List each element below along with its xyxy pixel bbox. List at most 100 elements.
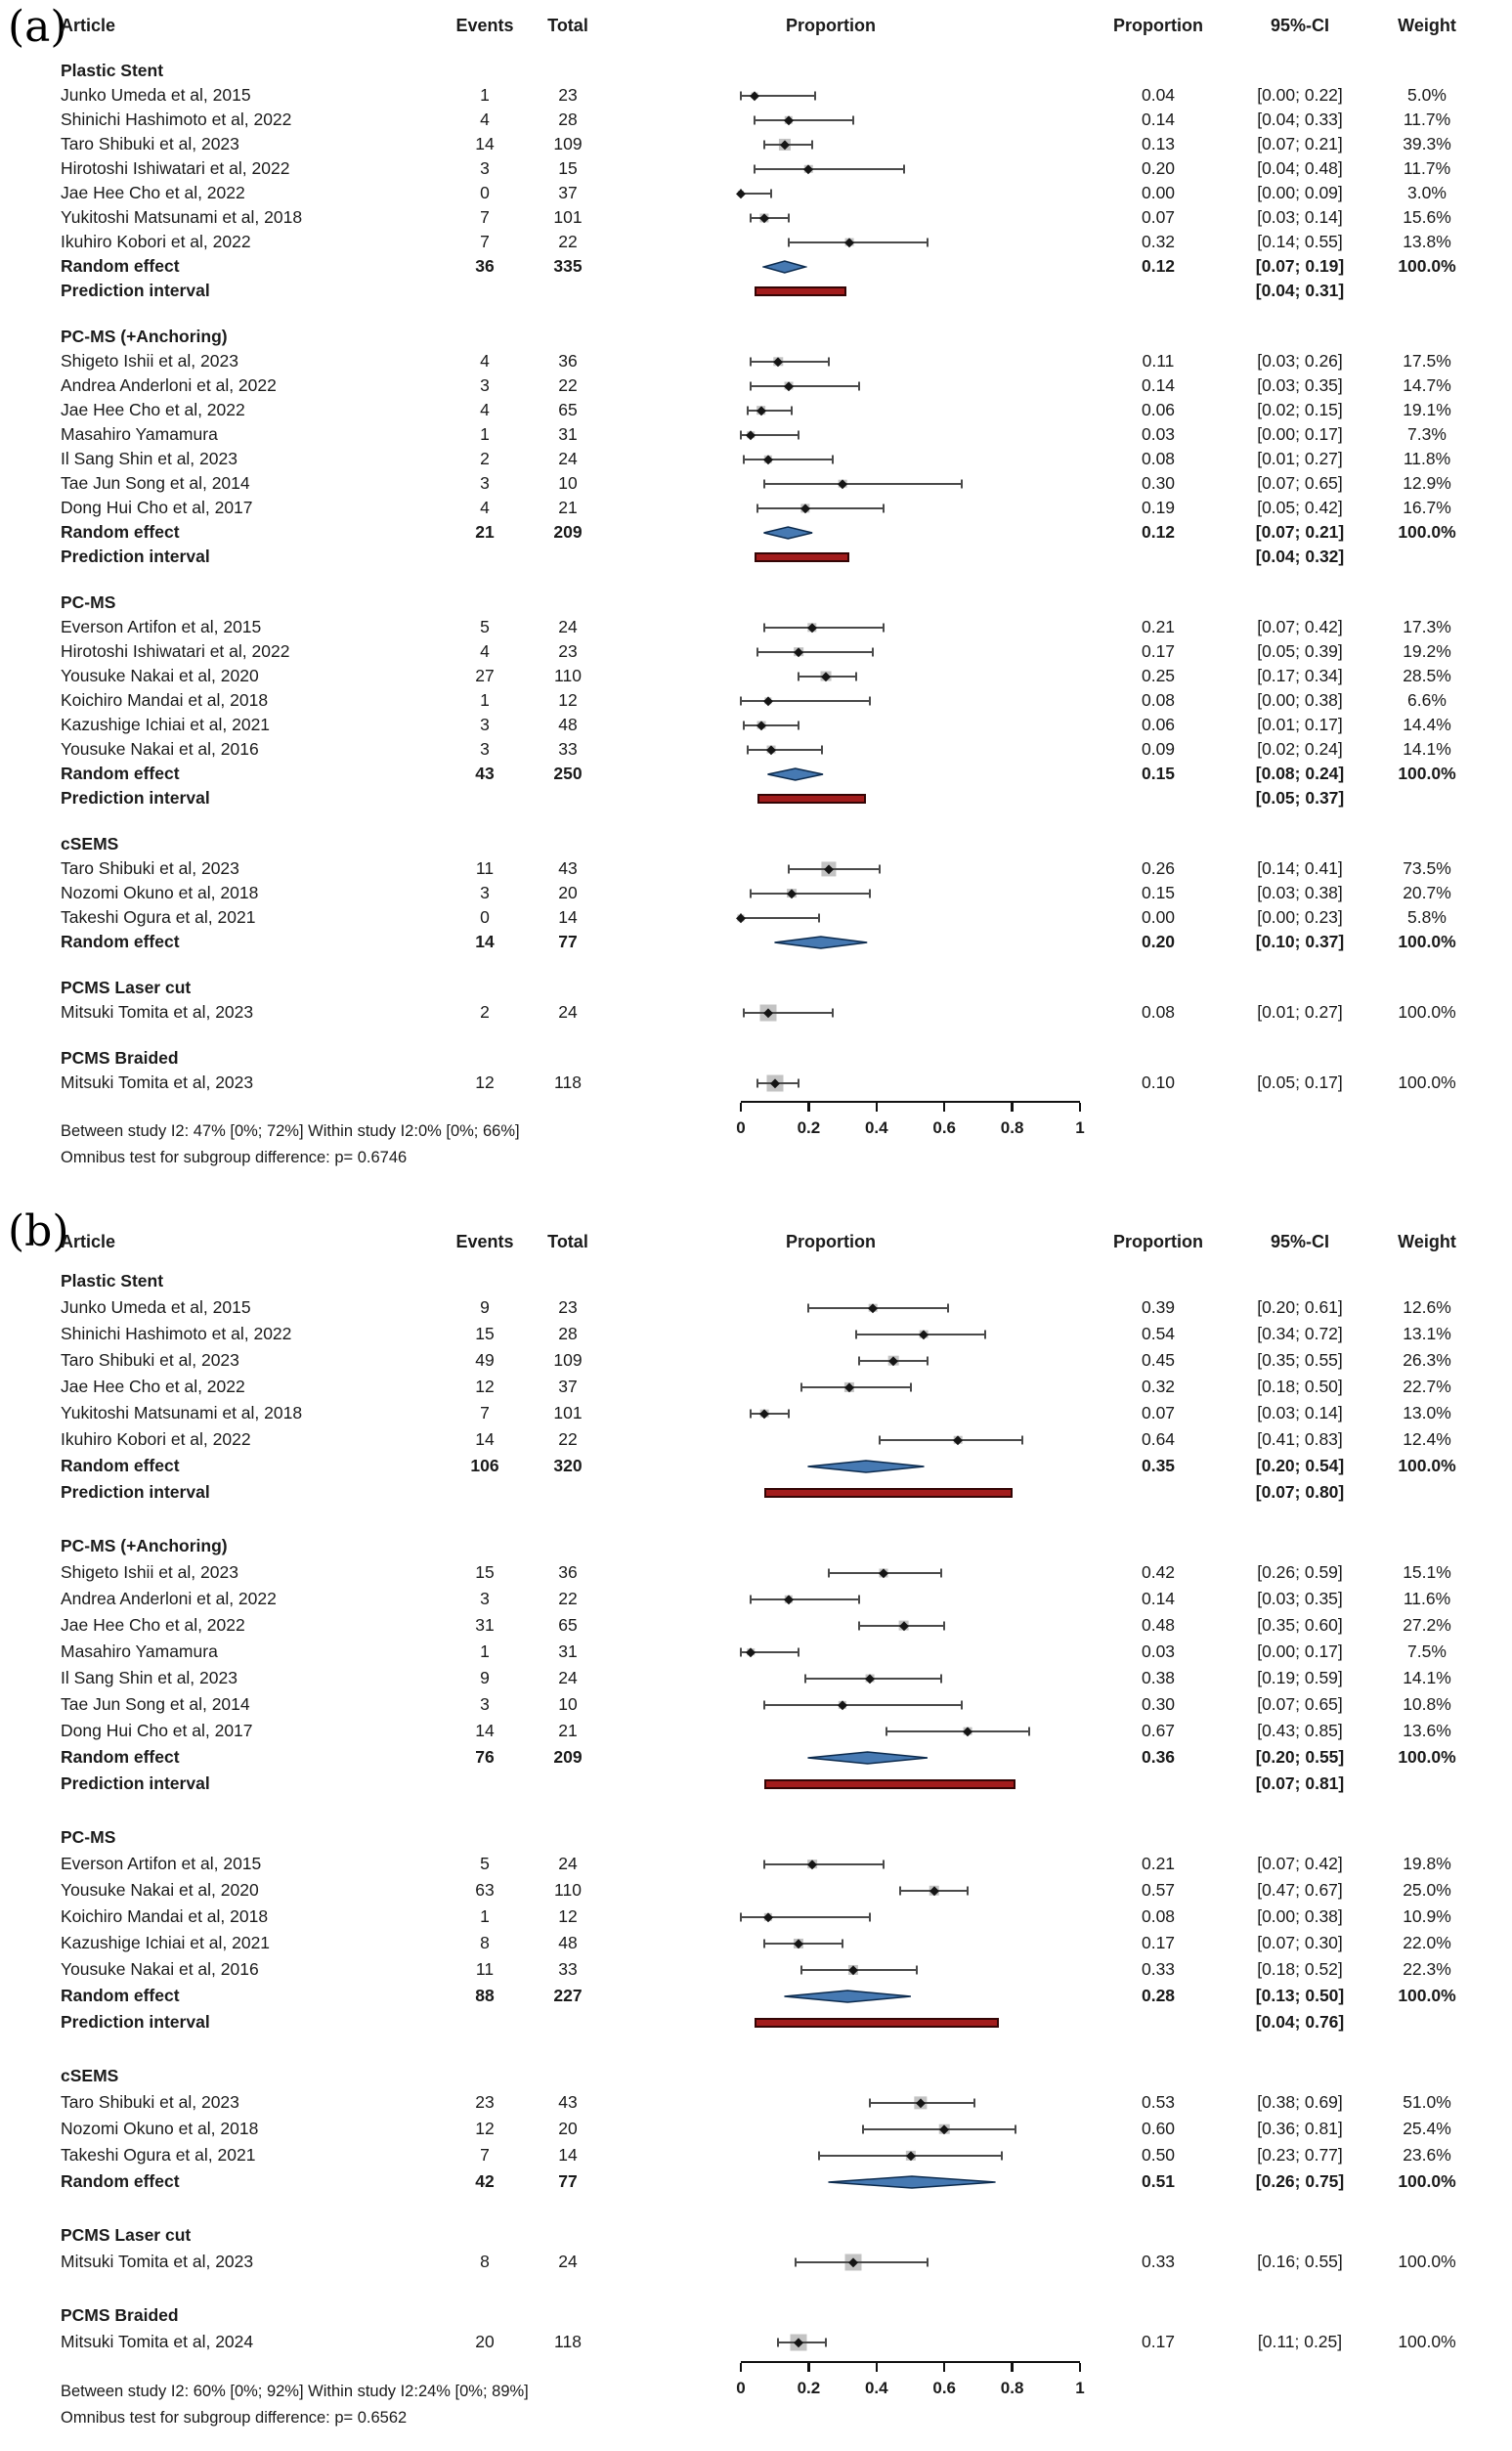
weight-value: 7.5% <box>1407 1641 1447 1661</box>
ci-value: [0.05; 0.42] <box>1257 497 1343 517</box>
study-row: Everson Artifon et al, 2015 5 24 0.21 [0.07;… <box>0 1851 1512 1877</box>
ci-plot <box>741 1691 1080 1718</box>
proportion-value: 0.35 <box>1141 1455 1176 1475</box>
study-row: Andrea Anderloni et al, 2022 3 22 0.14 [0.03… <box>0 373 1512 398</box>
ci-value: [0.00; 0.38] <box>1257 1905 1343 1926</box>
ci-endcap <box>899 1886 902 1895</box>
group-title-row: PCMS Laser cut <box>0 2222 1512 2249</box>
row-article-label: Random effect <box>61 1985 180 2005</box>
study-row: Hirotoshi Ishiwatari et al, 2022 3 15 0.20 [… <box>0 156 1512 181</box>
study-row: Shinichi Hashimoto et al, 2022 15 28 0.54 [0… <box>0 1321 1512 1347</box>
ci-value: [0.16; 0.55] <box>1257 2251 1343 2271</box>
study-row: Junko Umeda et al, 2015 9 23 0.39 [0.20; 0.6… <box>0 1294 1512 1321</box>
weight-value: 28.5% <box>1403 665 1451 685</box>
ci-endcap <box>803 1674 806 1683</box>
ci-endcap <box>750 1409 753 1418</box>
row-article-label: Kazushige Ichiai et al, 2021 <box>61 1932 271 1952</box>
ci-endcap <box>943 1621 946 1630</box>
weight-value: 100.0% <box>1398 763 1456 783</box>
total-value: 209 <box>553 521 583 542</box>
proportion-value: 0.08 <box>1141 448 1176 468</box>
ci-endcap <box>750 889 753 897</box>
ci-line <box>747 409 793 412</box>
proportion-value: 0.03 <box>1141 423 1176 444</box>
panel-a: (a) Article Events Total Proportion Prop… <box>0 0 1512 1201</box>
ci-line <box>862 2127 1016 2130</box>
total-value: 110 <box>554 665 582 685</box>
ci-plot <box>741 1612 1080 1639</box>
axis-tick <box>1011 2363 1014 2372</box>
row-article-label: Junko Umeda et al, 2015 <box>61 84 251 105</box>
ci-line <box>808 1306 948 1309</box>
ci-plot <box>741 713 1080 737</box>
ci-plot <box>741 2249 1080 2275</box>
row-article-label: Taro Shibuki et al, 2023 <box>61 2091 239 2112</box>
x-axis: 0 0.2 0.4 0.6 0.8 1 <box>736 2361 1085 2397</box>
ci-value: [0.01; 0.17] <box>1257 714 1343 734</box>
summary-row: Random effect 43 250 0.15 [0.08; 0.24] 100.0% <box>0 762 1512 786</box>
row-article-label: Mitsuki Tomita et al, 2023 <box>61 2251 254 2271</box>
ci-endcap <box>787 1409 790 1418</box>
ci-plot <box>741 108 1080 132</box>
summary-diamond <box>763 525 813 540</box>
ci-value: [0.05; 0.39] <box>1257 640 1343 661</box>
weight-value: 19.2% <box>1403 640 1451 661</box>
ci-value: [0.26; 0.59] <box>1257 1561 1343 1582</box>
row-article-label: Ikuhiro Kobori et al, 2022 <box>61 1428 251 1449</box>
ci-value: [0.20; 0.61] <box>1257 1296 1343 1317</box>
ci-value: [0.07; 0.80] <box>1255 1481 1345 1502</box>
proportion-value: 0.00 <box>1141 906 1176 927</box>
total-value: 36 <box>558 1561 578 1582</box>
ci-value: [0.01; 0.27] <box>1257 1001 1343 1022</box>
events-value: 3 <box>480 882 490 902</box>
header-proportion-plot: Proportion <box>786 1231 876 1251</box>
events-value: 15 <box>475 1561 495 1582</box>
ci-plot <box>741 132 1080 156</box>
total-value: 24 <box>558 1853 578 1873</box>
total-value: 77 <box>558 931 578 951</box>
proportion-value: 0.51 <box>1141 2170 1176 2191</box>
ci-endcap <box>750 357 753 366</box>
ci-value: [0.07; 0.19] <box>1255 255 1345 276</box>
weight-value: 19.1% <box>1403 399 1451 419</box>
summary-row: Random effect 14 77 0.20 [0.10; 0.37] 100.0% <box>0 930 1512 954</box>
row-article-label: Yousuke Nakai et al, 2016 <box>61 738 259 759</box>
row-article-label: Prediction interval <box>61 2011 210 2032</box>
ci-plot <box>741 1718 1080 1744</box>
panel-a-footnotes: Between study I2: 47% [0%; 72%] Within s… <box>61 1118 520 1171</box>
ci-plot <box>741 230 1080 254</box>
group-spacer <box>0 569 1512 591</box>
ci-value: [0.13; 0.50] <box>1255 1985 1345 2005</box>
row-article-label: Yukitoshi Matsunami et al, 2018 <box>61 1402 303 1422</box>
ci-plot <box>741 1321 1080 1347</box>
total-value: 24 <box>558 1667 578 1687</box>
row-article-label: Hirotoshi Ishiwatari et al, 2022 <box>61 640 290 661</box>
study-row: Yousuke Nakai et al, 2020 63 110 0.57 [0.47;… <box>0 1877 1512 1904</box>
ci-line <box>795 2260 928 2263</box>
study-row: Kazushige Ichiai et al, 2021 8 48 0.17 [0.07… <box>0 1930 1512 1956</box>
header-weight: Weight <box>1398 15 1456 35</box>
study-row: Yousuke Nakai et al, 2020 27 110 0.25 [0.17;… <box>0 664 1512 688</box>
weight-value: 7.3% <box>1407 423 1447 444</box>
events-value: 20 <box>475 2331 495 2351</box>
weight-value: 10.9% <box>1403 1905 1451 1926</box>
weight-value: 100.0% <box>1398 1455 1456 1475</box>
ci-endcap <box>828 357 831 366</box>
total-value: 118 <box>554 1072 582 1092</box>
ci-value: [0.47; 0.67] <box>1257 1879 1343 1900</box>
row-article-label: Taro Shibuki et al, 2023 <box>61 857 239 878</box>
weight-value: 19.8% <box>1403 1853 1451 1873</box>
weight-value: 12.4% <box>1403 1428 1451 1449</box>
proportion-value: 0.07 <box>1141 1402 1176 1422</box>
proportion-value: 0.14 <box>1141 1588 1176 1608</box>
ci-value: [0.08; 0.24] <box>1255 763 1345 783</box>
weight-value: 100.0% <box>1398 1985 1456 2005</box>
group-spacer <box>0 303 1512 325</box>
proportion-value: 0.38 <box>1141 1667 1176 1687</box>
proportion-value: 0.25 <box>1141 665 1176 685</box>
ci-endcap <box>858 1621 861 1630</box>
ci-endcap <box>746 406 749 415</box>
prediction-interval-bar <box>754 551 850 562</box>
total-value: 22 <box>558 374 578 395</box>
header-95ci: 95%-CI <box>1270 15 1330 35</box>
